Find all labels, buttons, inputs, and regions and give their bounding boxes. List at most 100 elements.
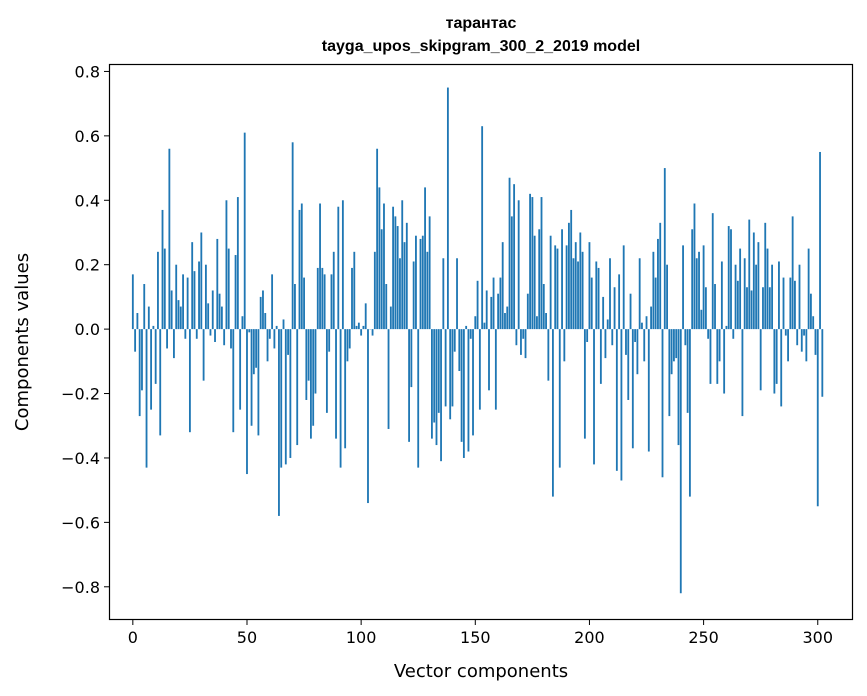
bar	[547, 329, 550, 381]
bar	[376, 148, 379, 330]
bar	[643, 329, 646, 362]
bar	[360, 329, 363, 336]
bar	[620, 329, 623, 481]
bar	[625, 329, 627, 355]
bar	[223, 329, 226, 346]
bar	[152, 325, 155, 330]
bar	[307, 329, 310, 381]
bar	[510, 216, 513, 330]
bar	[782, 277, 785, 330]
bar	[399, 258, 401, 330]
bar	[784, 329, 787, 336]
bar	[798, 264, 801, 330]
bar	[157, 251, 159, 330]
bar	[641, 322, 643, 330]
bar	[734, 264, 737, 330]
bar	[531, 197, 534, 330]
bar	[599, 329, 602, 384]
bar	[437, 329, 440, 413]
bar	[552, 329, 554, 497]
bar	[248, 329, 251, 333]
bar	[184, 329, 187, 339]
bar	[330, 274, 333, 330]
bar	[581, 251, 584, 330]
bar	[572, 258, 575, 330]
bar	[702, 245, 705, 330]
bar	[522, 329, 525, 339]
bar	[252, 329, 255, 375]
bar	[540, 197, 543, 330]
bar	[647, 329, 650, 452]
bar	[287, 329, 289, 355]
bar	[337, 206, 340, 330]
bar	[789, 277, 792, 330]
bar	[141, 329, 143, 391]
bar	[666, 264, 668, 330]
bar	[214, 329, 216, 342]
bar	[558, 329, 561, 468]
bar	[597, 267, 600, 330]
bar	[526, 293, 529, 330]
bar	[433, 329, 436, 423]
bar	[154, 329, 157, 384]
bar	[609, 258, 611, 330]
x-tick-label: 300	[802, 628, 833, 647]
bar	[200, 232, 203, 330]
bar	[771, 264, 774, 330]
bar	[362, 325, 365, 330]
bar	[707, 329, 710, 339]
bar	[636, 329, 639, 375]
bar	[513, 184, 516, 330]
bar	[542, 284, 545, 330]
bar	[239, 329, 242, 410]
bar	[679, 329, 682, 594]
bar	[807, 248, 810, 330]
bar	[472, 329, 474, 436]
bar	[819, 151, 821, 330]
bar	[278, 329, 280, 516]
bar	[700, 309, 703, 330]
bar	[657, 238, 659, 330]
bar	[159, 329, 162, 436]
bar	[177, 300, 180, 330]
bar	[613, 287, 616, 330]
bar	[739, 248, 742, 330]
bar	[170, 290, 173, 330]
bar	[787, 329, 789, 362]
bar	[465, 325, 468, 330]
bar	[394, 216, 397, 330]
bar	[593, 329, 595, 465]
bar	[725, 325, 728, 330]
bar	[264, 313, 267, 330]
bar	[166, 329, 168, 349]
bar	[762, 287, 764, 330]
bar	[378, 187, 381, 330]
bar	[147, 306, 150, 330]
bar	[298, 209, 301, 330]
bar	[673, 329, 675, 362]
bar	[764, 222, 767, 330]
y-axis-label: Components values	[12, 253, 33, 431]
bar	[255, 329, 258, 368]
bar	[300, 203, 303, 330]
x-tick-label: 50	[237, 628, 257, 647]
bar	[474, 316, 477, 330]
bar	[565, 245, 568, 330]
x-tick-label: 200	[574, 628, 605, 647]
bar	[440, 329, 442, 462]
bar	[499, 277, 502, 330]
bar	[417, 329, 420, 468]
bar	[524, 329, 527, 359]
bar	[323, 274, 326, 330]
bar	[179, 306, 182, 330]
bar	[392, 206, 395, 330]
bar	[234, 255, 237, 330]
bar	[325, 329, 328, 413]
bar	[570, 209, 573, 330]
bar	[424, 187, 426, 330]
bar	[186, 277, 189, 330]
bar	[773, 329, 776, 394]
plot-area-frame	[108, 63, 854, 621]
bar	[606, 319, 609, 330]
bar	[182, 274, 184, 330]
